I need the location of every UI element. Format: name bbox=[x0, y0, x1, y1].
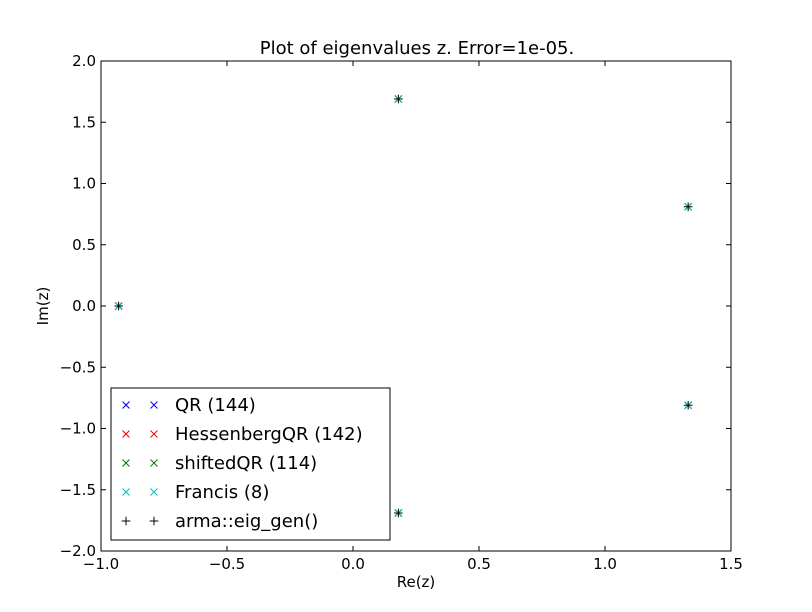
legend-marker-1-a bbox=[122, 430, 130, 438]
y-tick-label: 0.5 bbox=[72, 236, 96, 254]
chart-title: Plot of eigenvalues z. Error=1e-05. bbox=[260, 38, 574, 59]
legend-marker-0-b bbox=[150, 401, 158, 409]
y-tick-label: 1.0 bbox=[72, 175, 96, 193]
legend-marker-4-b bbox=[149, 516, 159, 526]
data-point-s4-2 bbox=[394, 508, 403, 518]
legend-marker-2-b bbox=[150, 459, 158, 467]
legend-entry-label: Francis (8) bbox=[175, 482, 269, 503]
legend-marker-4-a bbox=[121, 516, 131, 526]
x-tick-label: 1.5 bbox=[719, 555, 743, 573]
x-tick-label: −0.5 bbox=[209, 555, 245, 573]
legend-entry-label: shiftedQR (114) bbox=[175, 453, 317, 474]
legend-box bbox=[110, 387, 391, 541]
legend-marker-3-b bbox=[150, 488, 158, 496]
data-point-s4-0 bbox=[114, 301, 123, 311]
y-tick-label: 1.5 bbox=[72, 113, 96, 131]
legend: QR (144) HessenbergQR (142) shiftedQR (114… bbox=[110, 387, 391, 541]
data-point-s4-1 bbox=[394, 94, 403, 104]
legend-entry-label: arma::eig_gen() bbox=[175, 511, 318, 532]
y-axis-label: Im(z) bbox=[34, 287, 52, 326]
y-tick-label: −1.5 bbox=[60, 481, 96, 499]
axis-ticks: −1.0 −0.5 0.0 0.5 1.0 1.5 −2.0 −1.5 −1.0 −0.5 0.0 0… bbox=[60, 52, 743, 573]
legend-marker-0-a bbox=[122, 401, 130, 409]
y-tick-label: −1.0 bbox=[60, 420, 96, 438]
y-tick-label: −0.5 bbox=[60, 358, 96, 376]
y-tick-label: −2.0 bbox=[60, 542, 96, 560]
data-points bbox=[114, 94, 693, 518]
plot-frame bbox=[100, 60, 732, 552]
x-tick-label: 1.0 bbox=[593, 555, 617, 573]
x-tick-label: 0.5 bbox=[467, 555, 491, 573]
data-point-s4-3 bbox=[683, 202, 693, 212]
x-tick-label: 0.0 bbox=[341, 555, 365, 573]
legend-entry-label: QR (144) bbox=[175, 395, 256, 416]
legend-entry-label: HessenbergQR (142) bbox=[175, 424, 363, 445]
data-point-s4-4 bbox=[683, 400, 693, 410]
legend-marker-3-a bbox=[122, 488, 130, 496]
legend-marker-1-b bbox=[150, 430, 158, 438]
x-axis-label: Re(z) bbox=[397, 573, 436, 591]
x-tick-label: −1.0 bbox=[83, 555, 119, 573]
y-tick-label: 2.0 bbox=[72, 52, 96, 70]
y-tick-label: 0.0 bbox=[72, 297, 96, 315]
legend-marker-2-a bbox=[122, 459, 130, 467]
